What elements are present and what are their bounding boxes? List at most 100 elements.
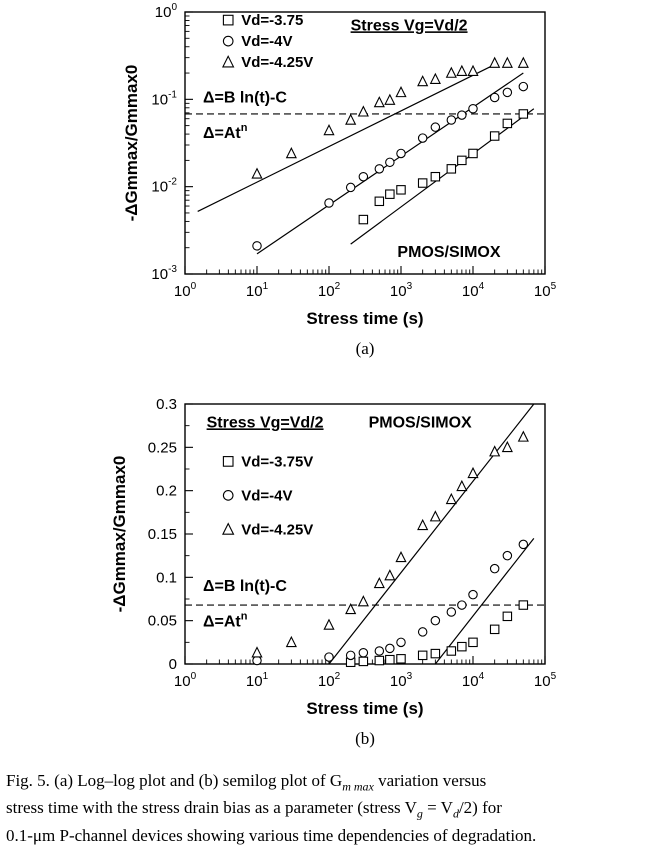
x-tick-label: 101 xyxy=(246,671,269,690)
legend-label: Vd=-3.75V xyxy=(241,453,313,470)
data-point-triangle xyxy=(429,72,441,84)
data-point-triangle xyxy=(456,64,468,76)
data-point-triangle xyxy=(417,75,429,87)
fit-line xyxy=(328,403,535,665)
data-point-square xyxy=(518,109,529,119)
caption-line-1: Fig. 5. (a) Log–log plot and (b) semilog… xyxy=(6,771,487,794)
data-point-triangle xyxy=(445,66,457,78)
data-point-circle xyxy=(457,110,467,120)
data-point-triangle xyxy=(384,569,396,581)
legend-label: Vd=-4V xyxy=(241,33,292,50)
data-point-circle xyxy=(518,539,529,550)
data-point-square xyxy=(518,600,529,610)
data-point-triangle xyxy=(395,550,407,563)
data-point-circle xyxy=(489,92,500,103)
legend-marker-circle xyxy=(222,35,234,47)
data-point-square xyxy=(489,131,500,141)
data-point-triangle xyxy=(489,445,501,457)
x-tick-label: 104 xyxy=(462,671,485,690)
data-point-square xyxy=(457,641,467,652)
data-point-circle xyxy=(252,241,262,251)
panel-a-chart: 100 101 102 103 104 105 10-3 10-2 10-1 100 Stress … xyxy=(122,2,557,358)
annotation-exponent: n xyxy=(241,122,248,134)
data-point-triangle xyxy=(345,602,357,615)
data-point-triangle xyxy=(501,440,513,453)
data-point-circle xyxy=(430,615,441,626)
data-point-triangle xyxy=(467,466,479,479)
data-point-circle xyxy=(324,652,334,662)
data-point-square xyxy=(468,148,478,159)
data-point-circle xyxy=(345,182,356,193)
data-point-circle xyxy=(446,607,457,617)
data-point-triangle xyxy=(285,147,297,159)
y-tick-label: 0.25 xyxy=(148,439,177,456)
y-tick-label: 0.15 xyxy=(148,526,177,543)
x-axis-title: Stress time (s) xyxy=(306,309,423,328)
panel-label: (b) xyxy=(355,729,375,748)
data-point-circle xyxy=(396,637,406,648)
y-tick-label: 10-1 xyxy=(151,89,177,108)
caption-line-3: 0.1-μm P-channel devices showing various… xyxy=(6,825,537,845)
data-point-triangle xyxy=(467,64,479,76)
data-point-square xyxy=(358,656,369,667)
data-point-triangle xyxy=(456,479,468,492)
y-tick-label: 0.05 xyxy=(148,613,177,630)
x-tick-label: 104 xyxy=(462,281,485,300)
y-tick-label: 0 xyxy=(169,656,177,673)
data-point-circle xyxy=(446,115,457,125)
data-point-square xyxy=(396,654,406,664)
data-point-triangle xyxy=(323,618,335,630)
data-point-triangle xyxy=(251,167,263,179)
figure-canvas: 100 101 102 103 104 105 10-3 10-2 10-1 100 Stress … xyxy=(110,2,557,748)
data-point-square xyxy=(417,650,428,661)
data-point-circle xyxy=(252,655,262,666)
data-point-triangle xyxy=(285,635,297,648)
plot-frame xyxy=(184,11,546,275)
fit-line xyxy=(434,537,535,665)
data-point-square xyxy=(358,214,369,225)
data-point-circle xyxy=(385,157,395,168)
data-point-triangle xyxy=(323,124,335,136)
data-point-triangle xyxy=(373,96,385,108)
data-point-square xyxy=(374,655,385,666)
y-tick-label: 0.2 xyxy=(156,483,177,500)
caption-line-2: stress time with the stress drain bias a… xyxy=(6,798,502,821)
x-tick-label: 100 xyxy=(174,281,197,300)
data-point-circle xyxy=(468,589,478,600)
data-point-circle xyxy=(358,171,369,182)
data-point-circle xyxy=(417,133,428,143)
annotation-stress-condition: Stress Vg=Vd/2 xyxy=(351,17,468,34)
data-point-circle xyxy=(358,647,369,658)
x-axis-title: Stress time (s) xyxy=(306,699,423,718)
data-point-square xyxy=(396,185,406,195)
data-point-square xyxy=(489,624,500,635)
data-point-circle xyxy=(457,600,467,610)
annotation-log-law: Δ=B ln(t)-C xyxy=(203,89,287,106)
data-point-circle xyxy=(502,87,513,98)
legend-marker-circle xyxy=(222,490,234,501)
legend-label: Vd=-4V xyxy=(241,487,292,504)
x-tick-label: 102 xyxy=(318,281,341,300)
y-tick-label: 0.3 xyxy=(156,396,177,413)
data-point-square xyxy=(468,637,478,648)
data-point-triangle xyxy=(357,595,369,607)
data-point-circle xyxy=(345,650,356,661)
data-point-square xyxy=(385,654,395,665)
data-point-triangle xyxy=(501,56,513,68)
panel-b-chart: 100 101 102 103 104 105 0 0.05 0.1 0.15 0.2 0.25 0.3… xyxy=(110,396,557,748)
data-point-triangle xyxy=(251,646,263,658)
legend-marker-square xyxy=(222,456,234,467)
data-point-square xyxy=(502,611,513,622)
data-point-triangle xyxy=(429,510,441,522)
legend-label: Vd=-3.75 xyxy=(241,12,303,29)
x-tick-label: 101 xyxy=(246,281,269,300)
data-point-triangle xyxy=(517,56,529,68)
legend-marker-square xyxy=(222,14,234,26)
data-point-triangle xyxy=(489,56,501,68)
data-point-triangle xyxy=(517,430,529,442)
data-point-triangle xyxy=(384,93,396,105)
figure-caption: Fig. 5. (a) Log–log plot and (b) semilog… xyxy=(6,770,658,847)
annotation-power-law: Δ=Atn xyxy=(203,122,248,142)
annotation-device: PMOS/SIMOX xyxy=(397,244,500,261)
data-point-circle xyxy=(417,627,428,637)
